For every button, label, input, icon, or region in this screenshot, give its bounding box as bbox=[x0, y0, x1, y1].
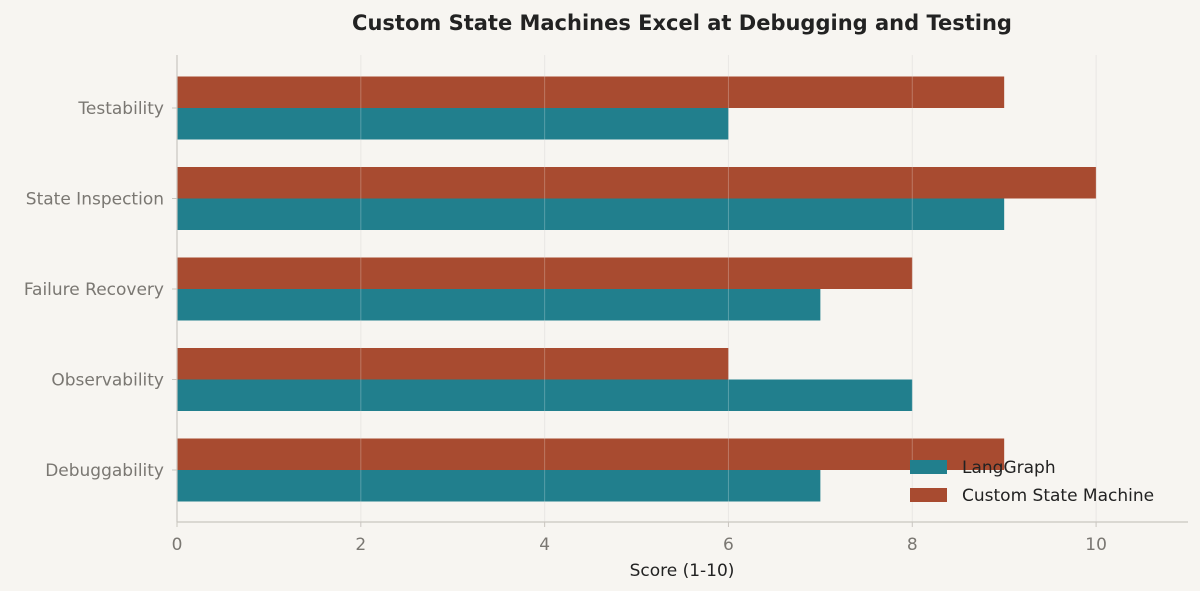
bar-layer bbox=[177, 55, 1097, 522]
x-tick-label: 10 bbox=[1085, 535, 1107, 555]
x-tick-label: 4 bbox=[539, 535, 550, 555]
bar-langgraph bbox=[177, 198, 1005, 230]
bar-langgraph bbox=[177, 289, 821, 321]
bar-langgraph bbox=[177, 379, 913, 411]
bar-custom-state-machine bbox=[177, 167, 1097, 199]
y-tick-label: State Inspection bbox=[26, 190, 164, 210]
y-tick-label: Debuggability bbox=[45, 461, 164, 481]
axis-layer: 0 2 4 6 8 10 Debuggability Observability Failure… bbox=[24, 55, 1188, 555]
x-tick-label: 6 bbox=[723, 535, 734, 555]
x-tick-label: 2 bbox=[355, 535, 366, 555]
bar-custom-state-machine bbox=[177, 348, 729, 380]
y-tick-label: Testability bbox=[77, 99, 164, 119]
y-tick-label: Failure Recovery bbox=[24, 280, 164, 300]
x-tick-label: 8 bbox=[907, 535, 918, 555]
legend: LangGraph Custom State Machine bbox=[910, 458, 1154, 506]
legend-label: LangGraph bbox=[962, 458, 1056, 478]
bar-langgraph bbox=[177, 108, 729, 140]
bar-custom-state-machine bbox=[177, 257, 913, 289]
chart-title: Custom State Machines Excel at Debugging… bbox=[352, 11, 1012, 35]
bar-langgraph bbox=[177, 470, 821, 502]
legend-label: Custom State Machine bbox=[962, 486, 1154, 506]
bar-custom-state-machine bbox=[177, 76, 1005, 108]
bar-custom-state-machine bbox=[177, 438, 1005, 470]
x-tick-label: 0 bbox=[172, 535, 183, 555]
x-axis-label: Score (1-10) bbox=[630, 561, 735, 581]
legend-swatch bbox=[910, 488, 947, 502]
legend-swatch bbox=[910, 460, 947, 474]
y-tick-label: Observability bbox=[51, 371, 164, 391]
